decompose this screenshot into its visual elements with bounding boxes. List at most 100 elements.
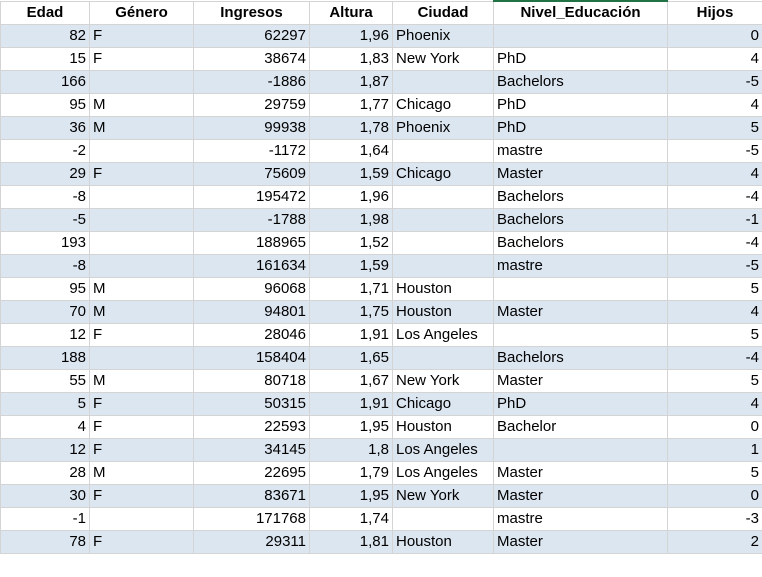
cell-ciudad[interactable]	[392, 253, 494, 278]
cell-ciudad[interactable]	[392, 138, 494, 163]
cell-hijos[interactable]: 0	[667, 414, 762, 439]
cell-altura[interactable]: 1,95	[309, 414, 393, 439]
cell-edad[interactable]: -2	[0, 138, 90, 163]
cell-genero[interactable]: F	[89, 437, 194, 462]
cell-ingresos[interactable]: 188965	[193, 230, 310, 255]
cell-altura[interactable]: 1,87	[309, 69, 393, 94]
cell-edad[interactable]: 4	[0, 414, 90, 439]
cell-edad[interactable]: 70	[0, 299, 90, 324]
cell-edad[interactable]: 28	[0, 460, 90, 485]
cell-altura[interactable]: 1,64	[309, 138, 393, 163]
cell-hijos[interactable]: 5	[667, 322, 762, 347]
header-cell-genero[interactable]: Género	[89, 0, 194, 25]
cell-ingresos[interactable]: 29311	[193, 529, 310, 554]
cell-ciudad[interactable]: New York	[392, 368, 494, 393]
cell-hijos[interactable]: 4	[667, 161, 762, 186]
cell-genero[interactable]: M	[89, 368, 194, 393]
cell-nivel-educacion[interactable]: PhD	[493, 391, 668, 416]
cell-hijos[interactable]: 1	[667, 437, 762, 462]
cell-nivel-educacion[interactable]: Bachelors	[493, 207, 668, 232]
cell-hijos[interactable]: 4	[667, 391, 762, 416]
cell-hijos[interactable]: 5	[667, 276, 762, 301]
cell-ingresos[interactable]: 158404	[193, 345, 310, 370]
cell-ingresos[interactable]: 29759	[193, 92, 310, 117]
cell-ciudad[interactable]	[392, 184, 494, 209]
cell-edad[interactable]: 15	[0, 46, 90, 71]
header-cell-ciudad[interactable]: Ciudad	[392, 0, 494, 25]
cell-ciudad[interactable]	[392, 506, 494, 531]
cell-altura[interactable]: 1,67	[309, 368, 393, 393]
cell-genero[interactable]: F	[89, 322, 194, 347]
cell-genero[interactable]	[89, 506, 194, 531]
cell-altura[interactable]: 1,65	[309, 345, 393, 370]
header-cell-nivel-educacion[interactable]: Nivel_Educación	[493, 0, 668, 25]
cell-genero[interactable]: M	[89, 299, 194, 324]
cell-ciudad[interactable]: Los Angeles	[392, 322, 494, 347]
cell-ciudad[interactable]: Los Angeles	[392, 460, 494, 485]
cell-edad[interactable]: 193	[0, 230, 90, 255]
cell-altura[interactable]: 1,75	[309, 299, 393, 324]
cell-ciudad[interactable]: Chicago	[392, 391, 494, 416]
cell-hijos[interactable]: -3	[667, 506, 762, 531]
cell-edad[interactable]: 12	[0, 437, 90, 462]
cell-ciudad[interactable]	[392, 207, 494, 232]
cell-genero[interactable]: F	[89, 483, 194, 508]
cell-nivel-educacion[interactable]: Bachelors	[493, 345, 668, 370]
cell-ingresos[interactable]: 22695	[193, 460, 310, 485]
cell-hijos[interactable]: -5	[667, 253, 762, 278]
cell-ciudad[interactable]: Houston	[392, 276, 494, 301]
cell-altura[interactable]: 1,79	[309, 460, 393, 485]
cell-genero[interactable]: M	[89, 276, 194, 301]
cell-genero[interactable]	[89, 207, 194, 232]
cell-hijos[interactable]: 0	[667, 483, 762, 508]
cell-edad[interactable]: 82	[0, 23, 90, 48]
cell-ciudad[interactable]: New York	[392, 483, 494, 508]
cell-hijos[interactable]: -5	[667, 138, 762, 163]
cell-ciudad[interactable]: Chicago	[392, 161, 494, 186]
cell-ciudad[interactable]	[392, 230, 494, 255]
cell-nivel-educacion[interactable]	[493, 437, 668, 462]
cell-nivel-educacion[interactable]: Bachelors	[493, 69, 668, 94]
cell-edad[interactable]: 36	[0, 115, 90, 140]
cell-hijos[interactable]: 0	[667, 23, 762, 48]
cell-nivel-educacion[interactable]: Bachelors	[493, 184, 668, 209]
cell-edad[interactable]: -1	[0, 506, 90, 531]
header-cell-altura[interactable]: Altura	[309, 0, 393, 25]
cell-ciudad[interactable]: New York	[392, 46, 494, 71]
cell-edad[interactable]: -8	[0, 184, 90, 209]
cell-edad[interactable]: 29	[0, 161, 90, 186]
cell-altura[interactable]: 1,96	[309, 23, 393, 48]
cell-ingresos[interactable]: 28046	[193, 322, 310, 347]
cell-genero[interactable]	[89, 184, 194, 209]
cell-ingresos[interactable]: 161634	[193, 253, 310, 278]
cell-genero[interactable]	[89, 138, 194, 163]
cell-nivel-educacion[interactable]: PhD	[493, 92, 668, 117]
cell-edad[interactable]: 188	[0, 345, 90, 370]
header-cell-hijos[interactable]: Hijos	[667, 0, 762, 25]
cell-hijos[interactable]: 5	[667, 368, 762, 393]
cell-edad[interactable]: 95	[0, 92, 90, 117]
cell-hijos[interactable]: 4	[667, 92, 762, 117]
cell-ingresos[interactable]: 195472	[193, 184, 310, 209]
cell-genero[interactable]	[89, 69, 194, 94]
cell-nivel-educacion[interactable]: Master	[493, 161, 668, 186]
cell-nivel-educacion[interactable]	[493, 322, 668, 347]
cell-ciudad[interactable]: Phoenix	[392, 115, 494, 140]
cell-altura[interactable]: 1,74	[309, 506, 393, 531]
cell-nivel-educacion[interactable]	[493, 276, 668, 301]
cell-nivel-educacion[interactable]: PhD	[493, 46, 668, 71]
cell-nivel-educacion[interactable]	[493, 23, 668, 48]
cell-ingresos[interactable]: 80718	[193, 368, 310, 393]
cell-hijos[interactable]: -5	[667, 69, 762, 94]
cell-edad[interactable]: 30	[0, 483, 90, 508]
cell-altura[interactable]: 1,81	[309, 529, 393, 554]
header-cell-ingresos[interactable]: Ingresos	[193, 0, 310, 25]
cell-nivel-educacion[interactable]: Master	[493, 483, 668, 508]
cell-ingresos[interactable]: 50315	[193, 391, 310, 416]
cell-nivel-educacion[interactable]: mastre	[493, 506, 668, 531]
cell-ciudad[interactable]: Houston	[392, 414, 494, 439]
header-cell-edad[interactable]: Edad	[0, 0, 90, 25]
cell-edad[interactable]: 78	[0, 529, 90, 554]
cell-altura[interactable]: 1,96	[309, 184, 393, 209]
cell-altura[interactable]: 1,91	[309, 391, 393, 416]
